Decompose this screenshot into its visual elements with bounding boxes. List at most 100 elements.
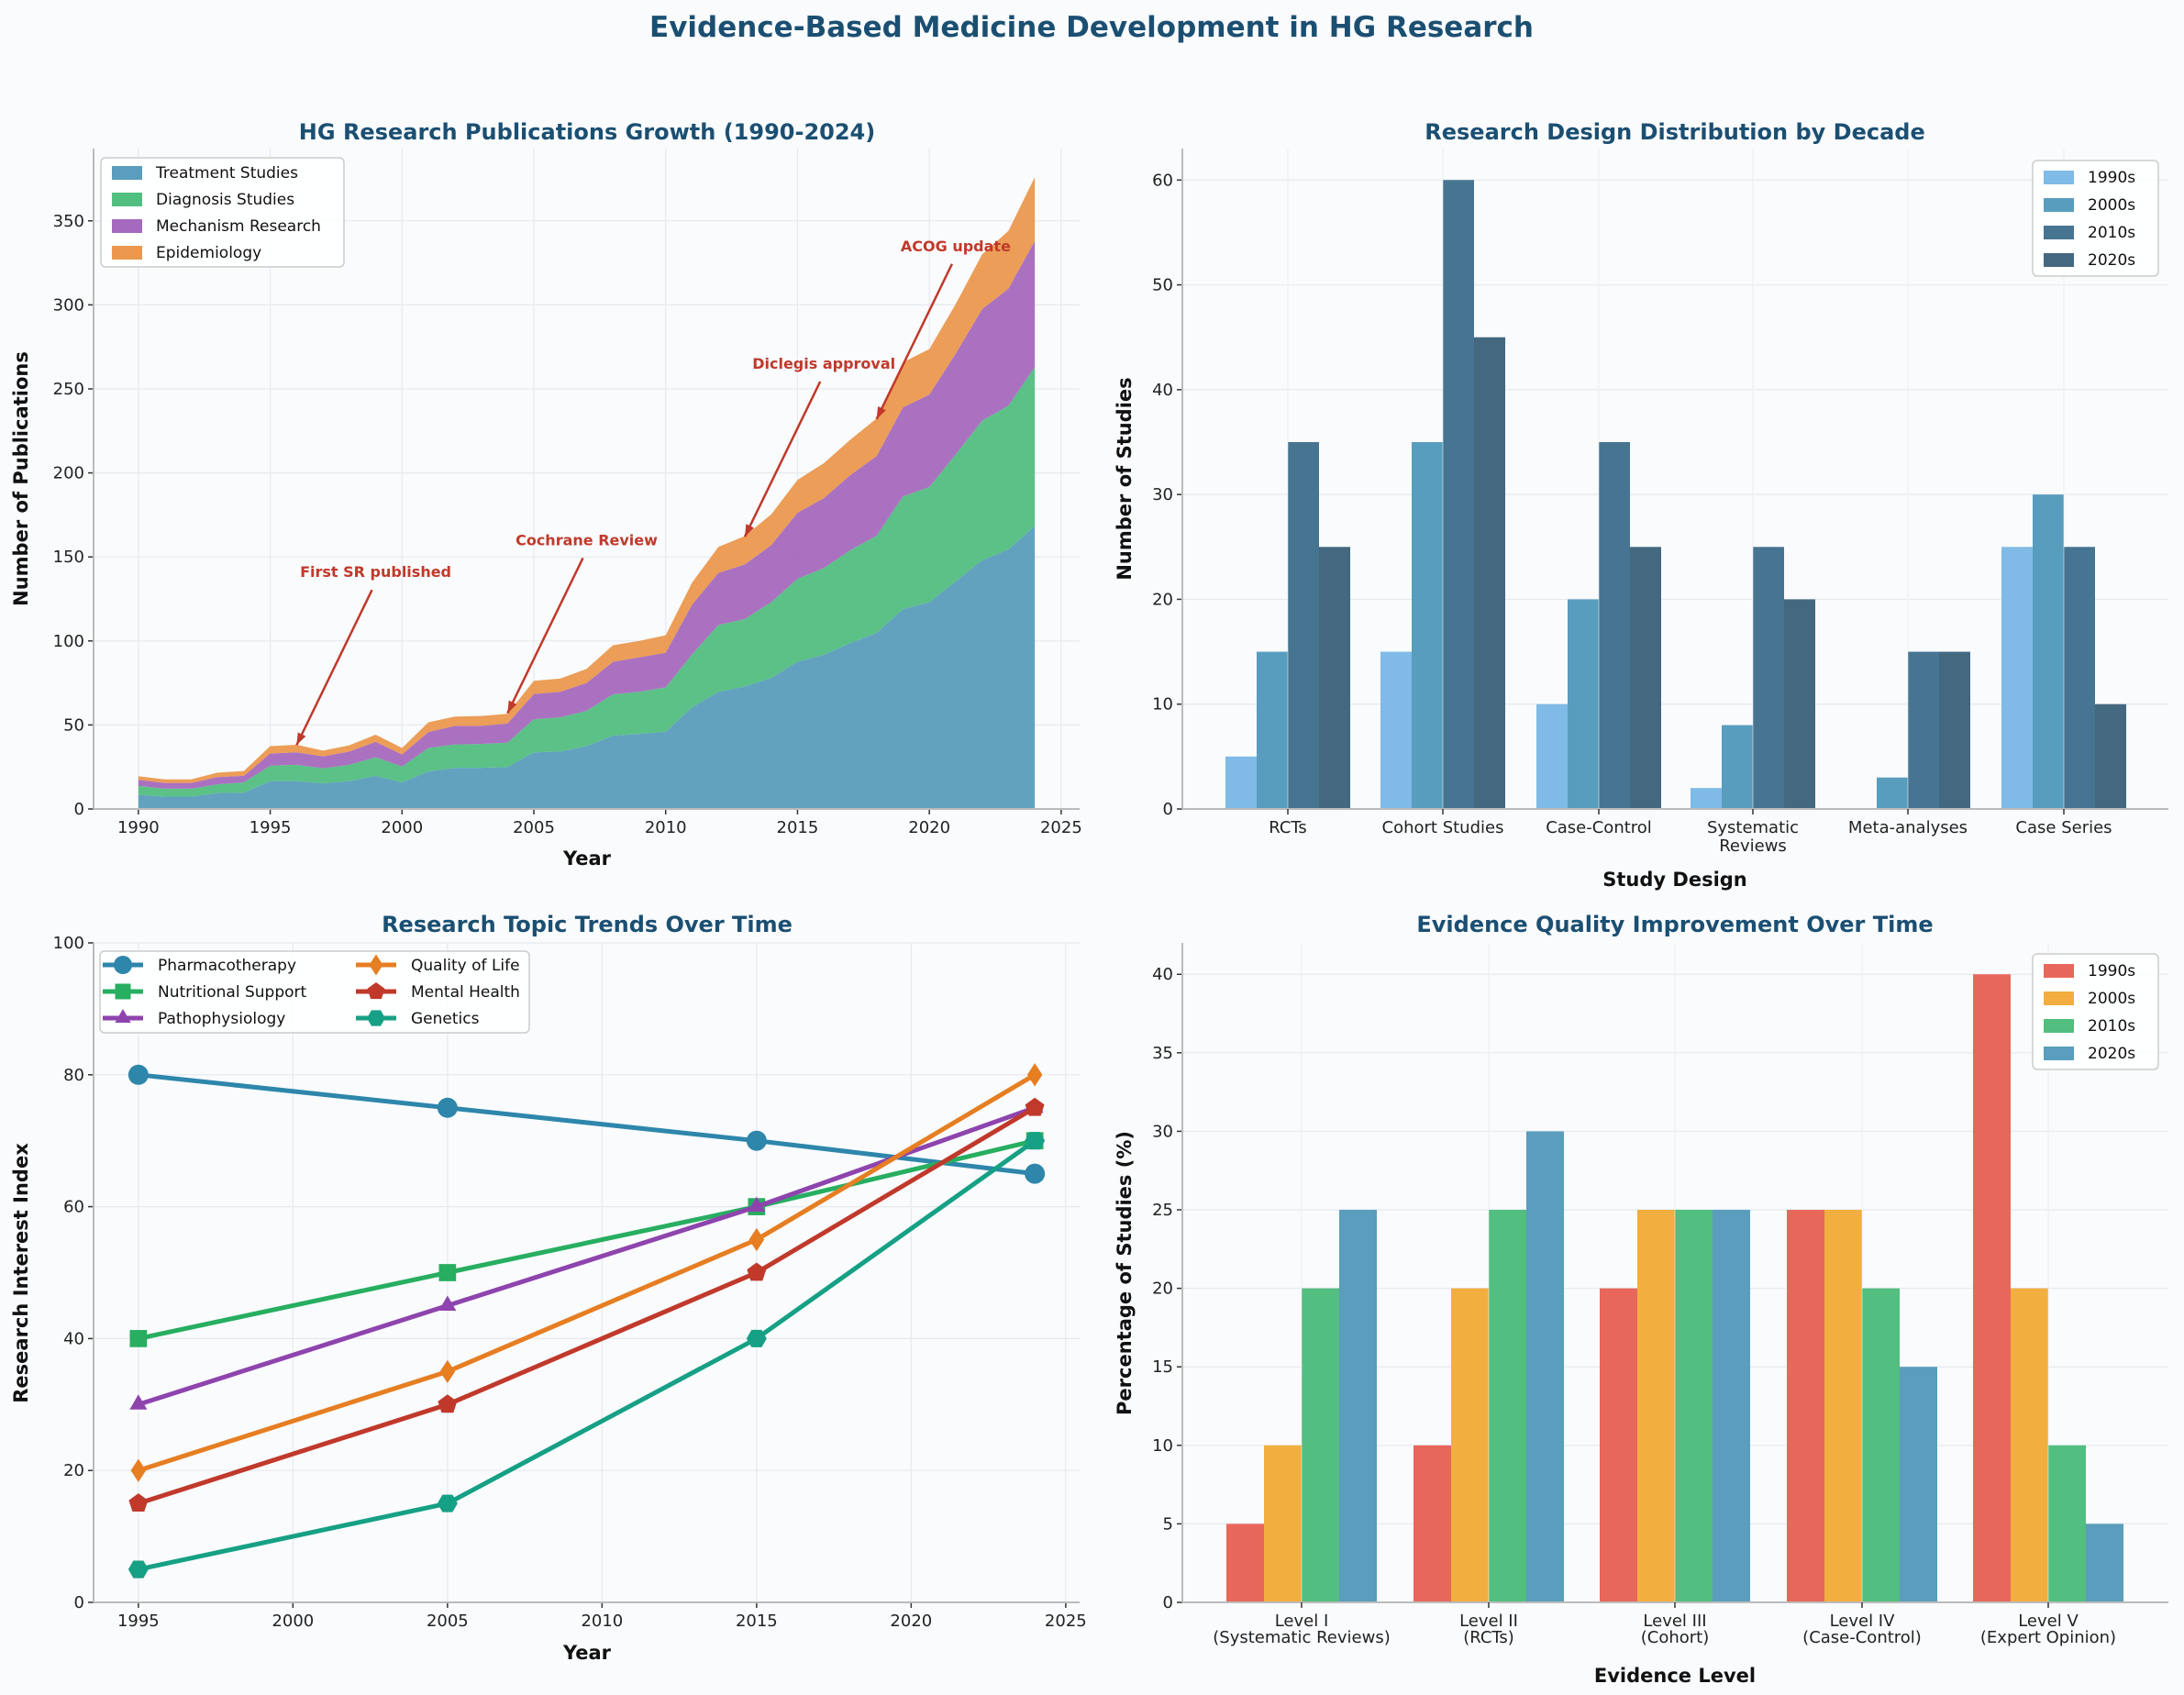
annotation-arrow [743, 381, 822, 537]
topics-legend [99, 950, 530, 1034]
quality-legend [2032, 953, 2159, 1070]
point-pathophysiology [129, 1394, 148, 1410]
quality-x-tick-label-line: Level II [1459, 1612, 1518, 1631]
quality-x-tick-label-line: Level I [1275, 1612, 1329, 1631]
area-diagnosis-studies [138, 367, 1036, 797]
design-bar-2020s-rcts [1319, 547, 1350, 809]
series-genetics [127, 1132, 1046, 1579]
series-mental-health [128, 1097, 1045, 1512]
line-nutritional-support [138, 1138, 1036, 1341]
figure-title: Evidence-Based Medicine Development in H… [649, 11, 1534, 44]
publications-y-tick-label: 0 [74, 800, 84, 819]
annotation-arrowhead [296, 732, 306, 746]
publications-y-tick-label: 150 [53, 548, 84, 567]
quality-x-tick-label-line: Level V [2018, 1612, 2079, 1631]
point-genetics [437, 1494, 458, 1512]
point-mental-health [438, 1394, 458, 1413]
publications-x-tick-label: 2010 [645, 818, 687, 837]
design-legend-swatch-2020s [2044, 253, 2074, 267]
quality-x-label: Evidence Level [1594, 1665, 1756, 1687]
design-bar-1990s-systematic-reviews [1691, 788, 1722, 809]
quality-bar-2020s-level-iii-cohort [1713, 1210, 1750, 1602]
design-x-tick-label: Systematic Reviews [1707, 818, 1799, 856]
design-bar-2020s-case-series [2095, 703, 2126, 809]
quality-bar-2010s-level-i-systematic-reviews [1302, 1288, 1339, 1602]
quality-bar-2020s-level-iv-case-control [1900, 1367, 1937, 1602]
point-nutritional-support [438, 1264, 457, 1281]
design-bar-2010s-meta-analyses [1908, 651, 1939, 809]
quality-legend-label-2010s: 2010s [2088, 1017, 2135, 1036]
legend-marker-pathophysiology [115, 1009, 131, 1023]
point-mental-health [747, 1262, 767, 1281]
quality-bar-2010s-level-v-expert-opinion [2048, 1445, 2086, 1602]
legend-marker-mental-health [367, 982, 385, 1000]
topics-y-tick-label: 60 [63, 1198, 84, 1217]
quality-bar-2020s-level-i-systematic-reviews [1339, 1210, 1377, 1602]
topics-y-tick-label: 100 [53, 934, 84, 953]
quality-x-tick-label-line: (Systematic Reviews) [1213, 1628, 1390, 1647]
publications-y-tick-label: 300 [53, 295, 84, 315]
legend-swatch-treatment-studies [112, 166, 142, 180]
design-y-tick-label: 60 [1152, 171, 1173, 190]
legend-label-quality-of-life: Quality of Life [411, 957, 520, 975]
quality-bar-1990s-level-i-systematic-reviews [1226, 1523, 1264, 1602]
design-y-tick-label: 0 [1163, 800, 1173, 819]
publications-y-tick-label: 100 [53, 632, 84, 651]
design-bar-1990s-cohort-studies [1380, 651, 1412, 809]
legend-label-pharmacotherapy: Pharmacotherapy [158, 957, 296, 975]
quality-bar-2000s-level-i-systematic-reviews [1264, 1445, 1302, 1602]
publications-x-tick-label: 2020 [908, 818, 950, 837]
plot-layer: 1990 1995 2000 2005 2010 2015 2020 202505010015… [53, 149, 2168, 1647]
design-chart-title: Research Design Distribution by Decade [1425, 119, 1924, 145]
design-bar-2000s-rcts [1257, 651, 1288, 809]
annotation-first-sr-published: First SR published [300, 563, 451, 581]
quality-y-tick-label: 25 [1152, 1201, 1173, 1220]
design-legend-label-2020s: 2020s [2088, 251, 2135, 270]
publications-y-tick-label: 350 [53, 212, 84, 231]
point-pharmacotherapy [437, 1097, 458, 1118]
topics-x-tick-label: 2020 [890, 1612, 932, 1631]
annotation-arrow [506, 557, 584, 715]
publications-x-tick-label: 1990 [117, 818, 160, 837]
legend-label-pathophysiology: Pathophysiology [158, 1010, 285, 1028]
design-bar-1990s-rcts [1225, 756, 1257, 809]
design-x-tick-label-line: Meta-analyses [1848, 818, 1968, 837]
quality-y-label: Percentage of Studies (%) [1114, 1131, 1136, 1415]
design-legend-label-2010s: 2010s [2088, 224, 2135, 242]
design-legend-swatch-1990s [2044, 171, 2074, 184]
annotation-arrow [295, 589, 373, 746]
point-genetics [127, 1560, 149, 1579]
publications-x-tick-label: 1995 [249, 818, 292, 837]
quality-bar-2000s-level-iv-case-control [1824, 1210, 1862, 1602]
topics-y-tick-label: 0 [74, 1593, 84, 1612]
legend-label-diagnosis-studies: Diagnosis Studies [156, 191, 294, 209]
point-mental-health [1025, 1097, 1045, 1116]
design-x-tick-label-line: Case-Control [1546, 818, 1652, 837]
legend-marker-nutritional-support [115, 983, 131, 1000]
design-x-label: Study Design [1602, 869, 1747, 891]
quality-y-tick-label: 10 [1152, 1436, 1173, 1456]
quality-bar-1990s-level-iv-case-control [1787, 1210, 1824, 1602]
legend-label-mechanism-research: Mechanism Research [156, 217, 321, 236]
annotation-cochrane-review: Cochrane Review [516, 531, 658, 548]
topics-x-tick-label: 2005 [427, 1612, 469, 1631]
quality-bar-2000s-level-iii-cohort [1637, 1210, 1675, 1602]
design-x-tick-label-line: Cohort Studies [1382, 818, 1504, 837]
quality-legend-swatch-1990s [2044, 964, 2074, 978]
quality-legend-label-2020s: 2020s [2088, 1045, 2135, 1063]
annotation-arrowhead [507, 700, 517, 714]
quality-y-tick-label: 35 [1152, 1044, 1173, 1063]
quality-legend-swatch-2010s [2044, 1019, 2074, 1033]
quality-bar-1990s-level-iii-cohort [1600, 1288, 1637, 1602]
topics-y-label: Research Interest Index [10, 1143, 32, 1403]
quality-legend-swatch-2000s [2044, 992, 2074, 1005]
publications-chart-title: HG Research Publications Growth (1990-20… [299, 119, 875, 145]
design-bar-2010s-systematic-reviews [1753, 547, 1784, 809]
legend-marker-pharmacotherapy [114, 956, 132, 974]
topics-x-tick-label: 1995 [117, 1612, 160, 1631]
design-bar-2000s-systematic-reviews [1722, 725, 1753, 809]
quality-y-tick-label: 0 [1163, 1593, 1173, 1612]
quality-x-tick-label-line: Level III [1643, 1612, 1706, 1631]
quality-y-tick-label: 15 [1152, 1357, 1173, 1377]
design-y-tick-label: 30 [1152, 485, 1173, 504]
